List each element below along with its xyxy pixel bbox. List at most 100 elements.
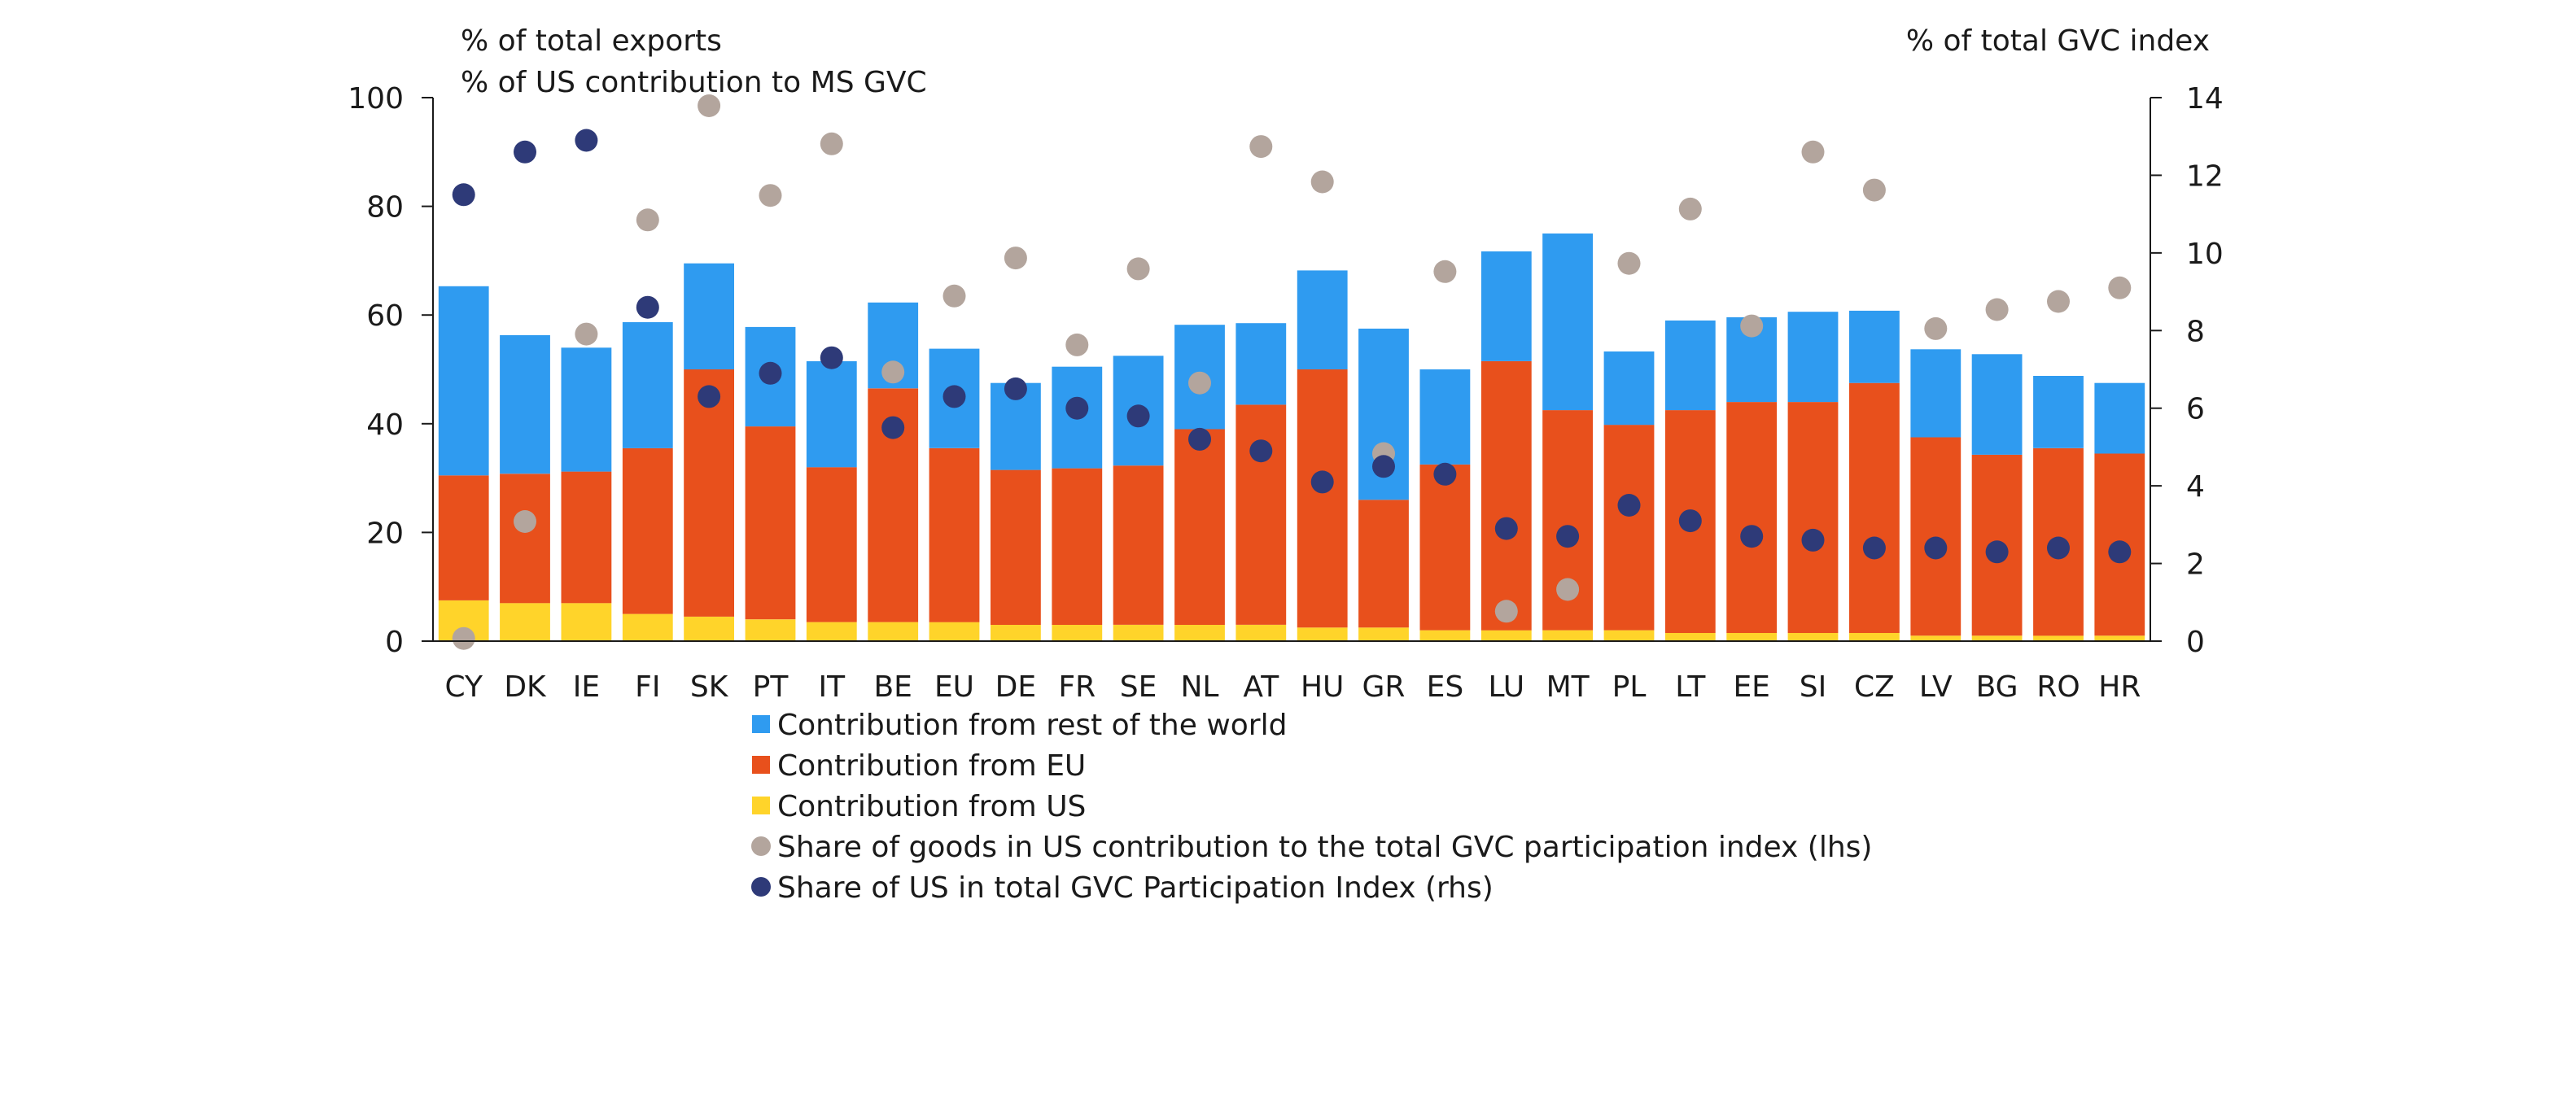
bar-sk-series-0 bbox=[684, 616, 734, 641]
bar-si-series-1 bbox=[1787, 402, 1839, 633]
bar-pt-series-1 bbox=[745, 426, 796, 620]
dot-si-series-1 bbox=[1801, 528, 1825, 552]
bar-lt-series-0 bbox=[1664, 633, 1716, 641]
dot-fr-series-1 bbox=[1065, 396, 1089, 420]
bar-be-series-0 bbox=[868, 622, 919, 641]
x-tick-label-eu: EU bbox=[934, 670, 974, 704]
legend: Contribution from rest of the world Contr… bbox=[751, 709, 1872, 905]
bar-se-series-1 bbox=[1113, 465, 1164, 625]
bar-nl-series-1 bbox=[1174, 429, 1225, 625]
left-axis-title-1: % of total exports bbox=[461, 24, 722, 58]
bar-ro-series-2 bbox=[2033, 376, 2084, 448]
right-axis-title: % of total GVC index bbox=[1906, 24, 2210, 58]
dot-hr-series-1 bbox=[2108, 540, 2132, 564]
bar-de-series-1 bbox=[991, 469, 1041, 625]
bar-eu-series-0 bbox=[929, 622, 980, 641]
legend-dot bbox=[751, 836, 771, 856]
bar-it-series-0 bbox=[806, 622, 857, 641]
legend-dot bbox=[751, 877, 771, 897]
dot-nl-series-1 bbox=[1188, 427, 1211, 451]
bar-it-series-2 bbox=[806, 361, 857, 468]
x-tick-label-ie: IE bbox=[573, 670, 600, 704]
legend-label: Contribution from rest of the world bbox=[777, 709, 1287, 742]
bar-cy-series-1 bbox=[438, 475, 489, 600]
x-tick-label-si: SI bbox=[1800, 670, 1826, 704]
dot-es-series-0 bbox=[1433, 260, 1457, 283]
left-tick-label: 0 bbox=[385, 626, 404, 659]
dots-layer bbox=[452, 94, 2132, 650]
right-tick-label: 10 bbox=[2186, 238, 2224, 271]
dot-bg-series-1 bbox=[1985, 540, 2009, 564]
dot-be-series-0 bbox=[881, 360, 905, 384]
legend-label: Share of US in total GVC Participation I… bbox=[777, 871, 1494, 905]
dot-ee-series-1 bbox=[1740, 525, 1764, 548]
dot-ro-series-1 bbox=[2047, 536, 2070, 560]
legend-swatch bbox=[752, 715, 770, 733]
dot-hu-series-1 bbox=[1310, 470, 1334, 494]
bar-bg-series-2 bbox=[1971, 354, 2023, 455]
right-tick-label: 12 bbox=[2186, 159, 2224, 193]
dot-eu-series-1 bbox=[942, 385, 966, 408]
bar-ee-series-0 bbox=[1726, 633, 1778, 641]
bar-lv-series-1 bbox=[1910, 437, 1962, 636]
bar-hr-series-0 bbox=[2094, 635, 2145, 641]
dot-de-series-0 bbox=[1004, 247, 1027, 270]
x-tick-label-it: IT bbox=[818, 670, 846, 704]
bar-mt-series-2 bbox=[1542, 234, 1593, 411]
bar-ee-series-1 bbox=[1726, 402, 1778, 633]
dot-gr-series-1 bbox=[1372, 455, 1395, 478]
x-tick-label-sk: SK bbox=[690, 670, 729, 704]
dot-ee-series-0 bbox=[1740, 314, 1764, 338]
x-tick-label-bg: BG bbox=[1976, 670, 2018, 704]
bar-es-series-1 bbox=[1419, 464, 1471, 631]
bar-lv-series-2 bbox=[1910, 349, 1962, 438]
x-tick-label-mt: MT bbox=[1546, 670, 1590, 704]
dot-cy-series-0 bbox=[452, 626, 475, 650]
bar-lv-series-0 bbox=[1910, 635, 1962, 641]
dot-eu-series-0 bbox=[942, 284, 966, 308]
left-axis-ticks: 0 20 40 60 80 100 bbox=[348, 82, 433, 659]
bar-cz-series-1 bbox=[1849, 382, 1900, 633]
bar-lu-series-0 bbox=[1480, 630, 1532, 641]
bar-cz-series-2 bbox=[1849, 310, 1900, 383]
dot-pt-series-0 bbox=[759, 184, 782, 207]
bar-pl-series-1 bbox=[1603, 425, 1655, 631]
x-tick-label-ee: EE bbox=[1733, 670, 1770, 704]
bar-fr-series-1 bbox=[1052, 468, 1103, 625]
dot-cz-series-1 bbox=[1862, 536, 1886, 560]
bar-se-series-0 bbox=[1113, 625, 1164, 641]
dot-lu-series-1 bbox=[1494, 517, 1518, 540]
bar-mt-series-0 bbox=[1542, 630, 1593, 641]
bar-cy-series-2 bbox=[438, 286, 489, 476]
bar-lu-series-1 bbox=[1480, 361, 1532, 631]
x-tick-label-lv: LV bbox=[1919, 670, 1953, 704]
bar-ie-series-1 bbox=[561, 471, 612, 604]
x-axis-ticks: CY DK IE FI SK PT IT BE EU DE FR SE NL AT HU GR ES LU MT PL… bbox=[444, 670, 2141, 704]
bar-cz-series-0 bbox=[1849, 633, 1900, 641]
dot-at-series-1 bbox=[1249, 439, 1273, 463]
legend-label: Contribution from US bbox=[777, 790, 1086, 823]
left-axis-title-2: % of US contribution to MS GVC bbox=[461, 66, 927, 99]
x-tick-label-ro: RO bbox=[2036, 670, 2080, 704]
dot-de-series-1 bbox=[1004, 377, 1027, 400]
bar-ro-series-0 bbox=[2033, 635, 2084, 641]
dot-fr-series-0 bbox=[1065, 333, 1089, 356]
right-tick-label: 6 bbox=[2186, 393, 2205, 426]
bar-fi-series-2 bbox=[622, 321, 673, 448]
bar-lu-series-2 bbox=[1480, 251, 1532, 361]
bar-hr-series-2 bbox=[2094, 382, 2145, 454]
x-tick-label-pl: PL bbox=[1612, 670, 1647, 704]
bar-hu-series-2 bbox=[1297, 270, 1348, 369]
legend-label: Share of goods in US contribution to the… bbox=[777, 831, 1872, 864]
legend-swatch bbox=[752, 797, 770, 814]
x-tick-label-fr: FR bbox=[1058, 670, 1096, 704]
x-tick-label-fi: FI bbox=[635, 670, 660, 704]
dot-at-series-0 bbox=[1249, 135, 1273, 159]
dot-lt-series-1 bbox=[1678, 509, 1702, 533]
dot-fi-series-0 bbox=[636, 208, 659, 232]
bar-lt-series-2 bbox=[1664, 320, 1716, 411]
bar-dk-series-2 bbox=[500, 334, 550, 474]
bar-ie-series-2 bbox=[561, 347, 612, 472]
dot-ie-series-1 bbox=[575, 129, 598, 152]
